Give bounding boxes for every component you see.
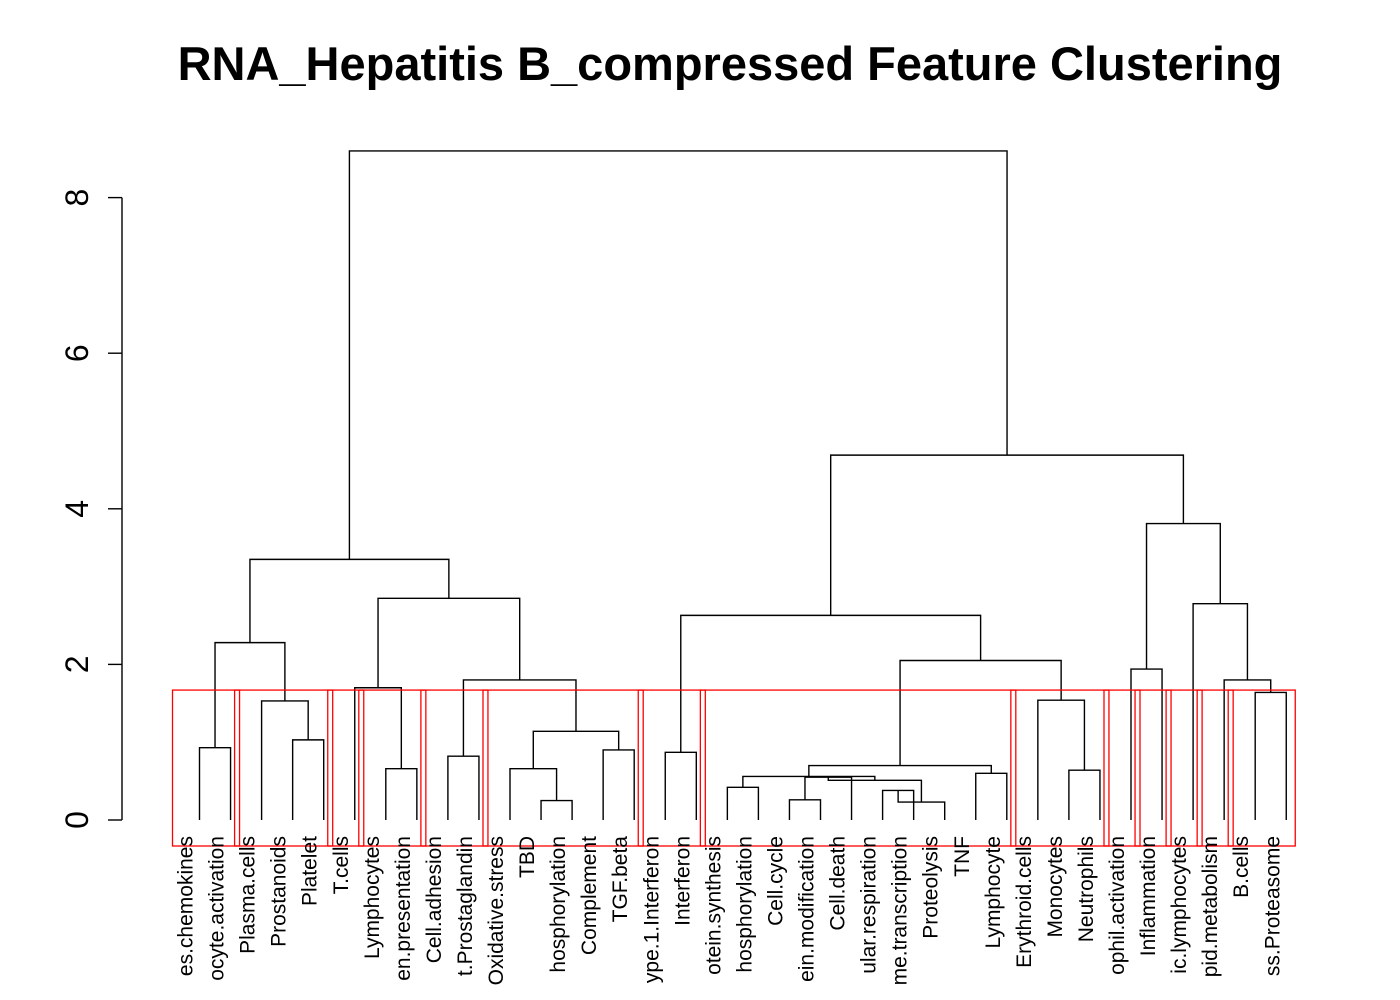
leaf-label: Erythroid.cells (1013, 836, 1036, 968)
dendrogram-branch (462, 679, 577, 757)
dendrogram-branch (602, 749, 635, 820)
dendrogram-branch (827, 777, 923, 803)
leaf-label: Cell.adhesion (423, 836, 446, 963)
leaf-label: ic.lymphocytes (1168, 836, 1191, 974)
cluster-box (233, 689, 334, 847)
dendrogram-branch (1068, 769, 1101, 820)
leaf-label: Lymphocyte (982, 836, 1005, 948)
dendrogram-branch (829, 454, 1185, 616)
leaf-label: Interferon (671, 836, 694, 926)
dendrogram-branch (377, 597, 521, 688)
dendrogram-branch (509, 767, 558, 820)
leaf-label: Lymphocytes (361, 836, 384, 959)
leaf-label: B.cells (1230, 836, 1253, 898)
leaf-label: Cell.death (827, 836, 850, 931)
leaf-label: me.transcription (889, 836, 912, 985)
leaf-labels: es.chemokines ocyte.activation Plasma.cell… (175, 836, 1285, 986)
leaf-label: Monocytes (1044, 836, 1067, 938)
leaf-label: Inflammation (1137, 836, 1160, 956)
dendrogram-branch (742, 775, 876, 788)
cluster-box (171, 689, 241, 847)
y-tick-label: 8 (59, 189, 95, 207)
cluster-box (1134, 689, 1172, 847)
dendrogram-branch (788, 799, 822, 820)
leaf-label: Proteolysis (920, 836, 943, 939)
leaf-label: ss.Proteasome (1261, 836, 1284, 976)
leaf-label: ular.respiration (858, 836, 881, 974)
dendrogram-branch (1192, 603, 1249, 820)
cluster-box (1010, 689, 1110, 847)
dendrogram-branch (540, 799, 573, 820)
cluster-box (1227, 689, 1296, 847)
dendrogram-branch (1145, 522, 1221, 670)
leaf-label: t.Prostaglandin (454, 836, 477, 976)
leaf-label: hosphorylation (547, 836, 570, 973)
y-axis: 0 2 4 6 8 (59, 189, 123, 829)
leaf-label: TNF (951, 836, 974, 877)
dendrogram-branch (680, 614, 982, 753)
cluster-box (482, 689, 644, 847)
leaf-label: Oxidative.stress (485, 836, 508, 985)
cluster-box (358, 689, 427, 847)
y-tick-label: 0 (59, 811, 95, 829)
y-tick-label: 2 (59, 656, 95, 674)
dendrogram-branch (1037, 699, 1086, 820)
leaf-label: TGF.beta (609, 836, 632, 923)
leaf-label: pid.metabolism (1199, 836, 1222, 977)
leaf-label: ein.modification (796, 836, 819, 982)
dendrogram-branch (804, 776, 853, 820)
dendrogram-branch (808, 764, 992, 777)
dendrogram-branches (198, 150, 1287, 820)
leaf-label: Platelet (299, 836, 322, 906)
cluster-box (699, 689, 1017, 847)
cluster-box (1103, 689, 1141, 847)
dendrogram-branch (1223, 679, 1272, 820)
cluster-box (1165, 689, 1203, 847)
cluster-box (1196, 689, 1234, 847)
cluster-box (327, 689, 365, 847)
dendrogram-branch (348, 150, 1008, 560)
cluster-box (420, 689, 489, 847)
dendrogram-branch (1254, 691, 1287, 820)
cluster-box (637, 689, 706, 847)
leaf-label: es.chemokines (175, 836, 198, 976)
leaf-label: ophil.activation (1106, 836, 1129, 975)
leaf-label: otein.synthesis (702, 836, 725, 975)
dendrogram-branch (726, 786, 760, 820)
dendrogram-branch (354, 687, 403, 820)
dendrogram-branch (975, 772, 1008, 820)
leaf-label: en.presentation (392, 836, 415, 981)
dendrogram-branch (447, 755, 480, 820)
dendrogram-branch (385, 767, 418, 820)
leaf-label: ocyte.activation (206, 836, 229, 981)
y-tick-label: 4 (59, 500, 95, 518)
leaf-label: Prostanoids (268, 836, 291, 947)
leaf-label: TBD (516, 836, 539, 878)
leaf-label: T.cells (330, 836, 353, 894)
chart-title: RNA_Hepatitis B_compressed Feature Clust… (178, 37, 1283, 90)
leaf-label: hosphorylation (733, 836, 756, 973)
dendrogram-branch (664, 751, 697, 820)
dendrogram-branch (291, 739, 325, 820)
cluster-boxes (171, 689, 1296, 847)
leaf-label: Complement (578, 836, 601, 955)
leaf-label: Plasma.cells (237, 836, 260, 954)
leaf-label: Cell.cycle (764, 836, 787, 926)
dendrogram-branch (260, 700, 309, 820)
leaf-label: ype.1.Interferon (640, 836, 663, 983)
y-tick-label: 6 (59, 344, 95, 362)
dendrogram-branch (899, 659, 1062, 766)
dendrogram-branch (214, 641, 286, 748)
dendrogram-branch (249, 558, 450, 643)
dendrogram-branch (198, 746, 232, 820)
leaf-label: Neutrophils (1075, 836, 1098, 942)
